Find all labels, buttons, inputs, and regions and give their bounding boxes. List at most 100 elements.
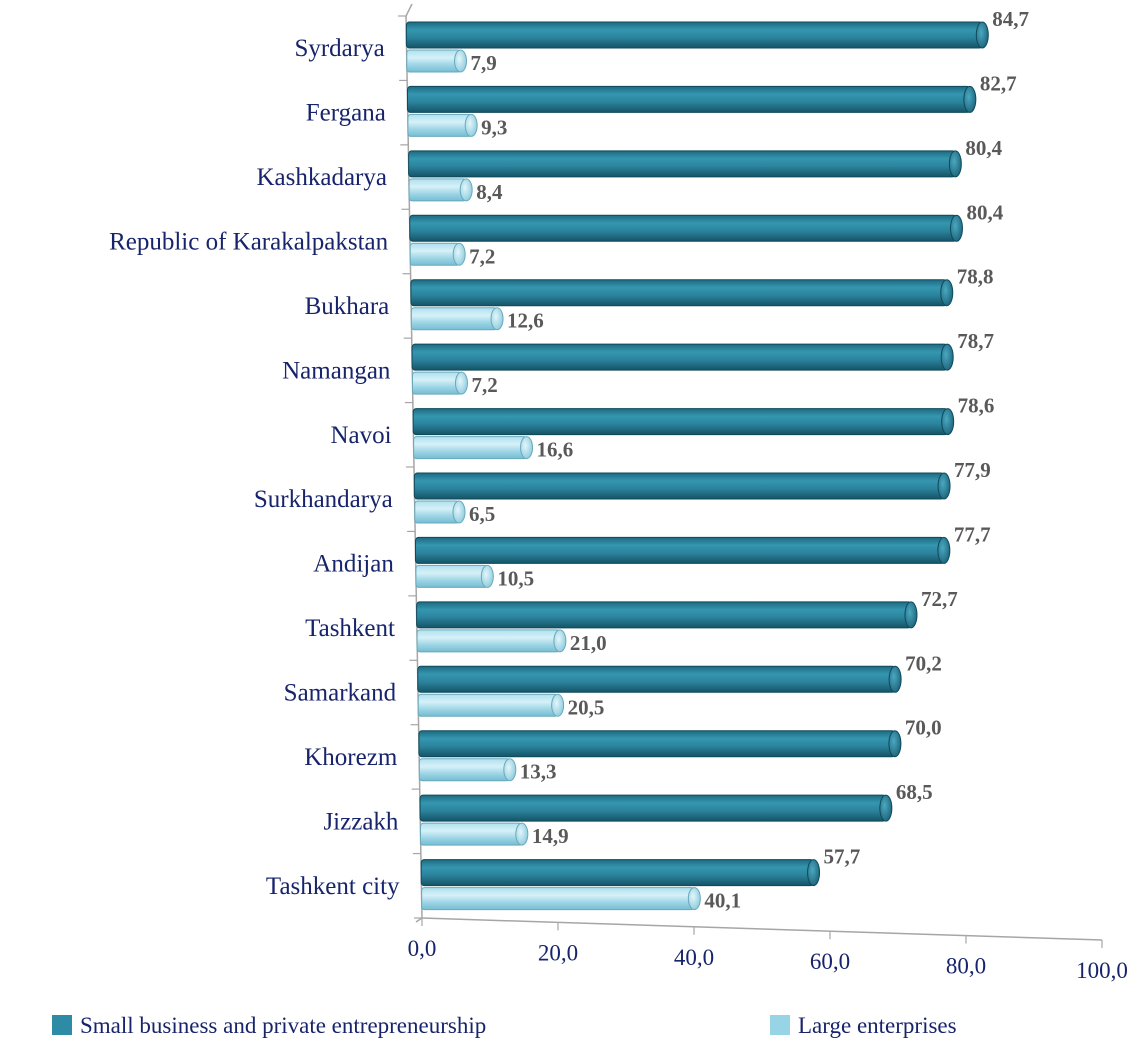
category-label: Syrdarya — [294, 35, 384, 62]
bar-cap — [949, 214, 963, 242]
bar-small-business-and-private-entrepreneurship-tashkent-city — [420, 859, 821, 887]
value-label-small-business-and-private-entrepreneurship: 82,7 — [980, 71, 1017, 95]
value-label-large-enterprises: 10,5 — [497, 566, 534, 590]
bar-cap — [937, 536, 951, 564]
value-label-small-business-and-private-entrepreneurship: 70,0 — [905, 716, 942, 740]
value-label-small-business-and-private-entrepreneurship: 70,2 — [905, 651, 942, 675]
bar-cap — [879, 794, 893, 822]
bar-body — [414, 536, 945, 564]
bar-cap — [687, 887, 701, 911]
x-tick-label: 20,0 — [538, 940, 578, 965]
bar-body — [417, 693, 559, 717]
floor-depth-edge — [415, 917, 423, 923]
value-label-large-enterprises: 16,6 — [537, 438, 574, 462]
bar-body — [409, 214, 957, 242]
bar-cap — [553, 629, 567, 653]
bar-body — [411, 343, 948, 371]
category-label: Khorezm — [304, 744, 398, 771]
value-label-small-business-and-private-entrepreneurship: 77,9 — [954, 458, 991, 482]
value-label-large-enterprises: 40,1 — [704, 889, 741, 913]
bar-body — [420, 859, 815, 887]
bar-cap — [948, 150, 962, 178]
value-label-small-business-and-private-entrepreneurship: 57,7 — [824, 845, 861, 869]
bar-large-enterprises-republic-of-karakalpakstan — [409, 242, 466, 266]
x-tick-label: 0,0 — [408, 936, 437, 961]
value-label-large-enterprises: 6,5 — [469, 502, 495, 526]
bar-small-business-and-private-entrepreneurship-khorezm — [418, 730, 902, 758]
bar-body — [408, 178, 467, 202]
bar-small-business-and-private-entrepreneurship-samarkand — [417, 665, 902, 693]
category-label: Bukhara — [305, 293, 390, 320]
bar-body — [406, 85, 971, 113]
value-label-small-business-and-private-entrepreneurship: 68,5 — [896, 780, 933, 804]
category-label: Namangan — [282, 357, 391, 384]
bar-large-enterprises-navoi — [413, 436, 534, 460]
category-label: Surkhandarya — [254, 486, 393, 513]
value-label-large-enterprises: 12,6 — [507, 309, 544, 333]
bar-cap — [937, 472, 951, 500]
value-label-large-enterprises: 8,4 — [476, 180, 503, 204]
bar-large-enterprises-namangan — [412, 371, 468, 395]
bar-body — [418, 730, 896, 758]
bar-body — [417, 665, 896, 693]
value-label-small-business-and-private-entrepreneurship: 78,8 — [957, 265, 994, 289]
axis-depth-edge — [405, 3, 413, 17]
bar-cap — [941, 408, 955, 436]
x-axis-line — [421, 917, 1103, 941]
value-label-small-business-and-private-entrepreneurship: 72,7 — [921, 587, 958, 611]
bar-cap — [464, 113, 478, 137]
bar-cap — [963, 85, 977, 113]
legend-label-small-business-and-private-entrepreneurship: Small business and private entrepreneurs… — [80, 1013, 486, 1038]
bar-body — [407, 113, 472, 137]
value-label-small-business-and-private-entrepreneurship: 84,7 — [992, 7, 1029, 31]
x-tick-label: 40,0 — [674, 945, 714, 970]
bar-small-business-and-private-entrepreneurship-kashkadarya — [408, 150, 962, 178]
bar-small-business-and-private-entrepreneurship-bukhara — [410, 279, 954, 307]
bar-cap — [904, 601, 918, 629]
value-label-large-enterprises: 14,9 — [532, 824, 569, 848]
value-label-large-enterprises: 20,5 — [568, 695, 605, 719]
legend-swatch-large-enterprises — [770, 1015, 790, 1035]
value-label-large-enterprises: 13,3 — [520, 760, 557, 784]
bar-large-enterprises-khorezm — [418, 758, 517, 782]
bar-cap — [454, 49, 468, 73]
value-label-small-business-and-private-entrepreneurship: 78,7 — [957, 329, 994, 353]
bar-small-business-and-private-entrepreneurship-tashkent — [416, 601, 918, 629]
x-tick-label: 100,0 — [1076, 958, 1128, 983]
value-label-small-business-and-private-entrepreneurship: 80,4 — [965, 136, 1002, 160]
bar-body — [410, 307, 498, 331]
value-label-large-enterprises: 7,2 — [471, 373, 497, 397]
x-tick-label: 80,0 — [946, 954, 986, 979]
bar-cap — [452, 242, 466, 266]
bar-body — [413, 472, 945, 500]
bar-body — [410, 279, 948, 307]
bar-body — [415, 564, 488, 588]
category-label: Kashkadarya — [256, 164, 387, 191]
bar-small-business-and-private-entrepreneurship-syrdarya — [405, 21, 989, 49]
legend-label-large-enterprises: Large enterprises — [798, 1013, 957, 1038]
bar-body — [412, 408, 949, 436]
bar-large-enterprises-fergana — [407, 113, 478, 137]
category-label: Jizzakh — [323, 808, 398, 835]
bar-body — [413, 436, 528, 460]
category-label: Fergana — [306, 100, 386, 127]
bar-small-business-and-private-entrepreneurship-surkhandarya — [413, 472, 951, 500]
bar-large-enterprises-jizzakh — [420, 822, 529, 846]
bar-body — [406, 49, 462, 73]
bar-small-business-and-private-entrepreneurship-andijan — [414, 536, 951, 564]
bar-small-business-and-private-entrepreneurship-navoi — [412, 408, 955, 436]
bar-body — [418, 758, 511, 782]
bar-body — [408, 150, 956, 178]
bar-small-business-and-private-entrepreneurship-namangan — [411, 343, 954, 371]
bar-body — [405, 21, 983, 49]
bar-body — [409, 242, 460, 266]
bar-cap — [888, 665, 902, 693]
bar-large-enterprises-syrdarya — [406, 49, 468, 73]
value-label-small-business-and-private-entrepreneurship: 77,7 — [954, 522, 991, 546]
bar-body — [420, 822, 523, 846]
bar-large-enterprises-tashkent-city — [421, 887, 701, 911]
category-label: Tashkent city — [266, 873, 400, 900]
category-label: Republic of Karakalpakstan — [109, 229, 389, 256]
bar-cap — [515, 822, 529, 846]
